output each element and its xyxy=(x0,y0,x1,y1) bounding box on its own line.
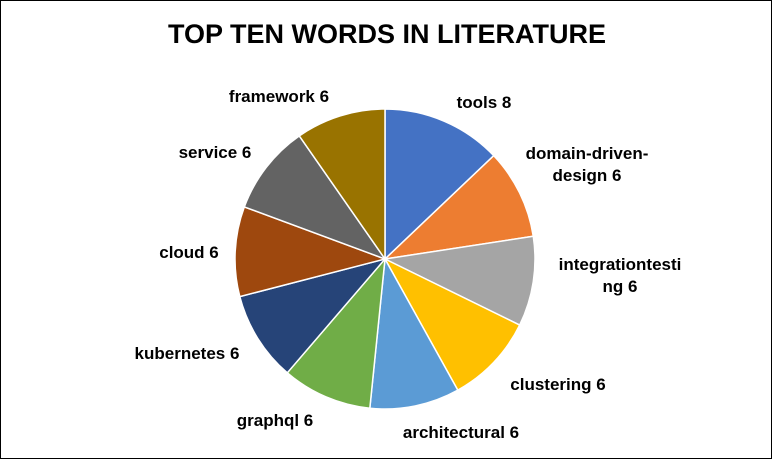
slice-label-cloud: cloud 6 xyxy=(159,243,219,262)
pie-slice-architectural xyxy=(369,256,459,410)
slice-label-tools: tools 8 xyxy=(457,93,512,112)
slice-label-architectural: architectural 6 xyxy=(403,423,519,442)
slice-label-integrationtesting: integrationtesti ng 6 xyxy=(559,255,682,296)
slice-label-graphql: graphql 6 xyxy=(237,411,314,430)
slice-label-service: service 6 xyxy=(179,143,252,162)
pie-slice-domain-driven-design xyxy=(382,154,535,261)
slice-label-domain-driven-design: domain-driven-design 6 xyxy=(526,144,649,185)
pie-slice-service xyxy=(243,134,387,261)
slice-label-kubernetes: kubernetes 6 xyxy=(135,344,240,363)
pie-slice-tools xyxy=(384,108,495,261)
pie-slice-cloud xyxy=(234,205,388,298)
slice-label-framework: framework 6 xyxy=(229,87,329,106)
pie-slice-graphql xyxy=(286,256,386,410)
pie-slice-integrationtesting xyxy=(382,235,536,327)
chart-title: TOP TEN WORDS IN LITERATURE xyxy=(167,19,606,49)
slice-label-clustering: clustering 6 xyxy=(510,375,605,394)
pie-slice-framework xyxy=(298,108,386,262)
pie-slice-clustering xyxy=(383,257,521,392)
